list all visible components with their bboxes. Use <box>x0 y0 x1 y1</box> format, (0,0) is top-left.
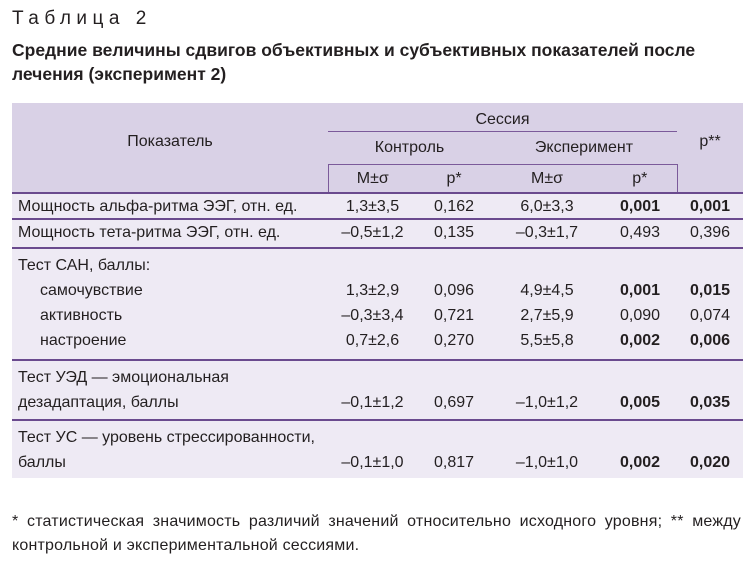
cell-experiment-p: 0,090 <box>619 307 661 324</box>
cell-experiment-mean: 5,5±5,8 <box>520 332 574 349</box>
cell-experiment-mean: –0,3±1,7 <box>491 218 603 248</box>
header-experiment-p: р* <box>632 169 648 187</box>
cell-p-between: 0,020 <box>689 454 731 471</box>
cell-experiment-p: 0,005 <box>619 394 661 411</box>
cell-control-mean: 1,3±2,9 <box>345 282 400 299</box>
table-label: Таблица 2 <box>12 8 152 29</box>
header-experiment: Эксперимент <box>491 131 677 165</box>
cell-p-between: 0,074 <box>689 307 731 324</box>
footnote: * статистическая значимость различий зна… <box>12 513 741 554</box>
row-label: Тест УЭД — эмоциональная <box>18 369 229 386</box>
cell-control-mean: 0,7±2,6 <box>345 332 400 349</box>
table-row: Тест УЭД — эмоциональная дезадаптация, б… <box>12 359 743 420</box>
header-control-p: р* <box>446 169 462 187</box>
header-control: Контроль <box>328 131 491 165</box>
cell-control-p: 0,162 <box>417 192 491 219</box>
cell-control-mean: –0,3±3,4 <box>341 307 404 324</box>
row-label: Тест САН, баллы: <box>18 257 151 274</box>
row-label-cont: баллы <box>18 454 66 471</box>
table-row: Мощность тета-ритма ЭЭГ, отн. ед. –0,5±1… <box>12 218 743 248</box>
row-label: Тест УС — уровень стрессированности, <box>18 429 315 446</box>
cell-experiment-p: 0,493 <box>603 218 677 248</box>
row-label: настроение <box>40 332 127 349</box>
cell-control-p: 0,135 <box>417 218 491 248</box>
cell-p-between: 0,006 <box>689 332 731 349</box>
cell-control-mean: –0,1±1,2 <box>341 394 404 411</box>
cell-p-between: 0,001 <box>677 192 743 219</box>
row-label-cont: дезадаптация, баллы <box>18 394 179 411</box>
cell-experiment-mean: –1,0±1,2 <box>515 394 579 411</box>
cell-experiment-p: 0,002 <box>619 332 661 349</box>
header-p-between: р** <box>699 132 721 150</box>
cell-control-p: 0,721 <box>433 307 475 324</box>
cell-experiment-p: 0,001 <box>619 282 661 299</box>
cell-control-p: 0,697 <box>433 394 475 411</box>
cell-control-p: 0,817 <box>433 454 475 471</box>
cell-control-p: 0,096 <box>433 282 475 299</box>
cell-control-mean: –0,1±1,0 <box>341 454 404 471</box>
cell-p-between: 0,035 <box>689 394 731 411</box>
row-label: самочувствие <box>40 282 143 299</box>
table-row: Тест УС — уровень стрессированности, бал… <box>12 419 743 478</box>
cell-experiment-mean: –1,0±1,0 <box>515 454 579 471</box>
table-title: Средние величины сдвигов объективных и с… <box>12 40 696 84</box>
cell-experiment-mean: 2,7±5,9 <box>520 307 574 324</box>
cell-experiment-mean: 4,9±4,5 <box>520 282 574 299</box>
cell-p-between: 0,015 <box>689 282 731 299</box>
cell-experiment-mean: 6,0±3,3 <box>491 192 603 219</box>
header-session: Сессия <box>328 103 677 132</box>
row-label: активность <box>40 307 123 324</box>
cell-control-mean: 1,3±3,5 <box>328 192 417 219</box>
cell-p-between: 0,396 <box>677 218 743 248</box>
cell-control-mean: –0,5±1,2 <box>328 218 417 248</box>
row-label: Мощность альфа-ритма ЭЭГ, отн. ед. <box>12 192 328 219</box>
table-row: Тест САН, баллы: самочувствие активность… <box>12 247 743 360</box>
header-experiment-mean: М±σ <box>531 169 563 187</box>
table-row: Мощность альфа-ритма ЭЭГ, отн. ед. 1,3±3… <box>12 192 743 219</box>
cell-control-p: 0,270 <box>433 332 475 349</box>
results-table: Показатель Сессия р** Контроль Экспериме… <box>12 103 743 478</box>
header-indicator: Показатель <box>127 132 213 150</box>
cell-experiment-p: 0,001 <box>603 192 677 219</box>
header-control-mean: М±σ <box>327 164 417 193</box>
row-label: Мощность тета-ритма ЭЭГ, отн. ед. <box>12 218 328 248</box>
cell-experiment-p: 0,002 <box>619 454 661 471</box>
